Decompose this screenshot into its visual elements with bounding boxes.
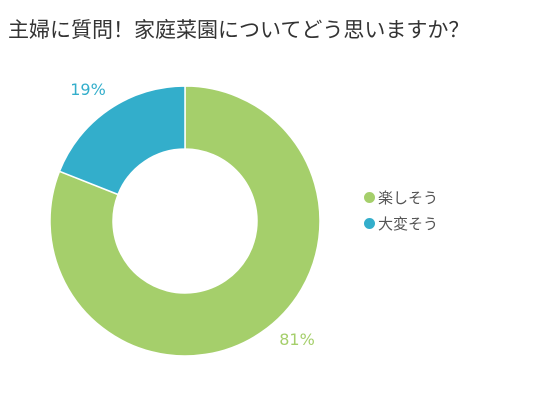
chart-title: 主婦に質問！家庭菜園についてどう思いますか？ [8,18,470,42]
chart-legend: 楽しそう 大変そう [364,184,438,236]
slice-value-label-taihensou: 19% [70,80,106,99]
legend-item-taihensou[interactable]: 大変そう [364,210,438,236]
donut-slice-tanoshisou[interactable] [49,85,321,357]
slice-value-label-tanoshisou: 81% [279,330,315,349]
legend-swatch-tanoshisou [364,191,375,203]
legend-label-taihensou: 大変そう [378,214,439,233]
donut-slice-taihensou[interactable] [58,85,186,196]
legend-item-tanoshisou[interactable]: 楽しそう [364,184,438,210]
legend-swatch-taihensou [364,217,375,229]
legend-label-tanoshisou: 楽しそう [378,188,439,207]
